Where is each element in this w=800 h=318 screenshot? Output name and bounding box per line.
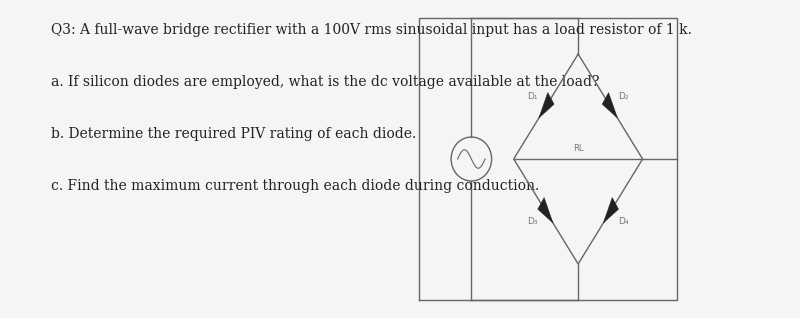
- Polygon shape: [538, 93, 554, 118]
- Text: D₂: D₂: [618, 92, 629, 101]
- Polygon shape: [603, 197, 618, 223]
- Text: a. If silicon diodes are employed, what is the dc voltage available at the load?: a. If silicon diodes are employed, what …: [50, 75, 599, 89]
- Polygon shape: [538, 197, 553, 223]
- Polygon shape: [602, 93, 618, 118]
- Text: Q3: A full-wave bridge rectifier with a 100V rms sinusoidal input has a load res: Q3: A full-wave bridge rectifier with a …: [50, 23, 691, 37]
- Text: D₃: D₃: [527, 217, 538, 226]
- Text: D₁: D₁: [527, 92, 538, 101]
- Text: D₄: D₄: [618, 217, 629, 226]
- Text: b. Determine the required PIV rating of each diode.: b. Determine the required PIV rating of …: [50, 127, 416, 141]
- Text: c. Find the maximum current through each diode during conduction.: c. Find the maximum current through each…: [50, 179, 539, 193]
- Text: RL: RL: [573, 144, 583, 153]
